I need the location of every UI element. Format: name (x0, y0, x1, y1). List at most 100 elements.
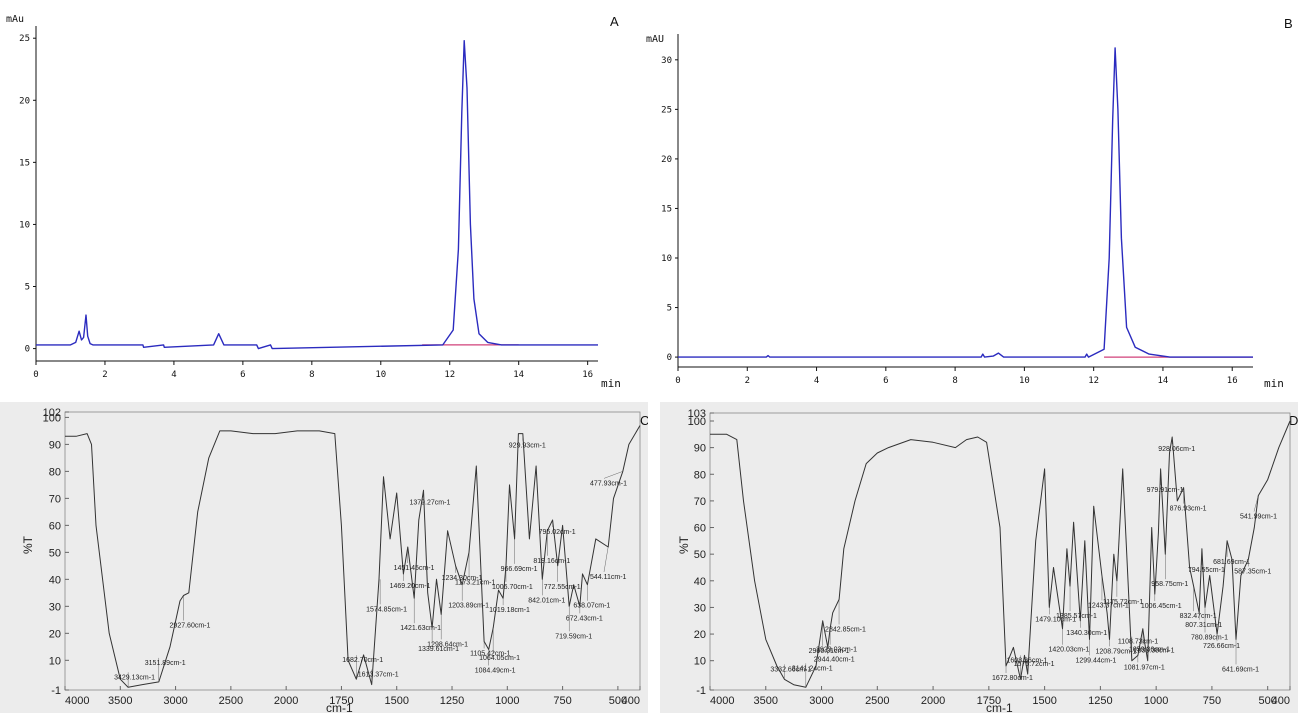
peak-label: 1084.49cm-1 (475, 668, 516, 675)
y-tick-label: 10 (661, 254, 672, 264)
x-tick-label: 12 (1088, 376, 1099, 386)
x-tick-label: 8 (952, 376, 957, 386)
x-tick-label: 16 (582, 370, 593, 380)
x-tick-label: 750 (553, 695, 571, 707)
x-tick-label: 0 (33, 370, 38, 380)
y-tick-label: 20 (694, 629, 706, 641)
x-tick-label: 1500 (1032, 695, 1056, 707)
peak-label: 1672.80cm-1 (992, 675, 1033, 682)
x-tick-label: 6 (883, 376, 888, 386)
peak-label: 832.47cm-1 (1180, 613, 1217, 620)
y-tick-label: 20 (661, 155, 672, 165)
peak-label: 1059.36cm-1 (1129, 647, 1170, 654)
peak-label: 1203.89cm-1 (448, 603, 489, 610)
x-axis-label: cm-1 (986, 701, 1013, 713)
peak-label: 2990.01cm-1 (809, 648, 850, 655)
y-tick-label: 5 (25, 283, 30, 293)
y-tick-label: 50 (49, 547, 61, 559)
y-tick-label: 60 (694, 523, 706, 535)
y-tick-label: 103 (688, 408, 706, 420)
peak-label: 641.69cm-1 (1222, 666, 1259, 673)
y-tick-label: 30 (661, 56, 672, 66)
peak-label: 1451.45cm-1 (394, 565, 435, 572)
peak-label: 1613.37cm-1 (358, 672, 399, 679)
x-tick-label: 8 (309, 370, 314, 380)
x-tick-label: 3000 (809, 695, 833, 707)
peak-label: 1340.30cm-1 (1066, 630, 1107, 637)
x-tick-label: 14 (1158, 376, 1169, 386)
x-tick-label: 3500 (108, 695, 132, 707)
peak-label: 1299.44cm-1 (1075, 657, 1116, 664)
peak-label: 1173.21cm-1 (455, 579, 495, 586)
peak-label: 1108.73cm-1 (1118, 639, 1158, 646)
peak-label: 1298.64cm-1 (427, 641, 468, 648)
peak-label: 672.43cm-1 (566, 615, 603, 622)
x-tick-label: 6 (240, 370, 245, 380)
peak-label: 2842.85cm-1 (825, 626, 866, 633)
x-tick-label: 2000 (274, 695, 298, 707)
x-tick-label: 750 (1203, 695, 1221, 707)
x-tick-label: 2000 (921, 695, 945, 707)
chromatogram-b: mAU B min 0 5 10 15 20 25 30 0 2 4 6 8 10 12 14 16 (646, 16, 1293, 390)
panel-letter: B (1284, 16, 1293, 31)
peak-label: 842.01cm-1 (528, 597, 565, 604)
peak-label: 1243.37cm-1 (1088, 602, 1129, 609)
y-tick-label: -1 (51, 685, 61, 697)
x-tick-label: 16 (1227, 376, 1238, 386)
peak-label: 807.31cm-1 (1185, 622, 1222, 629)
y-tick-label: 0 (667, 353, 672, 363)
x-tick-label: 1250 (1088, 695, 1112, 707)
peak-leader (603, 471, 623, 479)
peak-label: 587.35cm-1 (1234, 568, 1271, 575)
peak-label: 1420.03cm-1 (1048, 647, 1089, 654)
peak-label: 541.99cm-1 (1240, 514, 1277, 521)
y-tick-label: 25 (19, 34, 30, 44)
x-tick-label: 2 (745, 376, 750, 386)
y-tick-label: 102 (43, 407, 61, 419)
x-tick-label: 1750 (977, 695, 1001, 707)
peak-label: 2927.60cm-1 (170, 623, 211, 630)
x-unit-label: min (1264, 377, 1284, 390)
y-tick-label: 70 (694, 496, 706, 508)
peak-label: 719.59cm-1 (555, 633, 592, 640)
peak-label: 1175.72cm-1 (1103, 599, 1143, 606)
peak-label: 819.16cm-1 (533, 558, 570, 565)
chromatogram-trace (678, 47, 1253, 358)
peak-label: 929.93cm-1 (509, 443, 546, 450)
peak-label: 477.93cm-1 (590, 480, 627, 487)
peak-label: 1064.05cm-1 (479, 655, 520, 662)
x-tick-label: 14 (513, 370, 524, 380)
y-tick-label: 15 (661, 204, 672, 214)
peak-label: 780.89cm-1 (1191, 634, 1228, 641)
x-tick-label: 10 (375, 370, 386, 380)
y-tick-label: 30 (49, 601, 61, 613)
peak-label: 1379.27cm-1 (409, 499, 450, 506)
peak-label: 3332.66cm-1 (770, 666, 811, 673)
peak-label: 1608.36cm-1 (1007, 657, 1048, 664)
y-tick-label: 0 (25, 345, 30, 355)
y-tick-label: 80 (49, 466, 61, 478)
peak-label: 1421.63cm-1 (400, 625, 441, 632)
x-tick-label: 2500 (219, 695, 243, 707)
spectrum-background (0, 402, 648, 713)
y-tick-label: 10 (19, 220, 30, 230)
panel-letter: C (640, 413, 648, 428)
peak-label: 1006.70cm-1 (492, 584, 533, 591)
y-tick-label: 90 (49, 439, 61, 451)
x-tick-label: 1250 (440, 695, 464, 707)
peak-label: 1574.85cm-1 (366, 606, 407, 613)
x-tick-label: 4000 (710, 695, 734, 707)
x-tick-label: 10 (1019, 376, 1030, 386)
y-tick-label: 60 (49, 520, 61, 532)
x-unit-label: min (601, 377, 621, 390)
peak-label: 958.75cm-1 (1151, 581, 1188, 588)
peak-label: 1682.70cm-1 (342, 657, 383, 664)
peak-label: 1105.42cm-1 (470, 650, 510, 657)
x-tick-label: 1000 (1144, 695, 1168, 707)
x-tick-label: 500 (609, 695, 627, 707)
y-tick-label: -1 (696, 685, 706, 697)
peak-label: 876.93cm-1 (1170, 506, 1207, 513)
peak-label: 544.11cm-1 (590, 574, 627, 581)
y-tick-label: 50 (694, 549, 706, 561)
peak-label: 726.66cm-1 (1203, 643, 1240, 650)
